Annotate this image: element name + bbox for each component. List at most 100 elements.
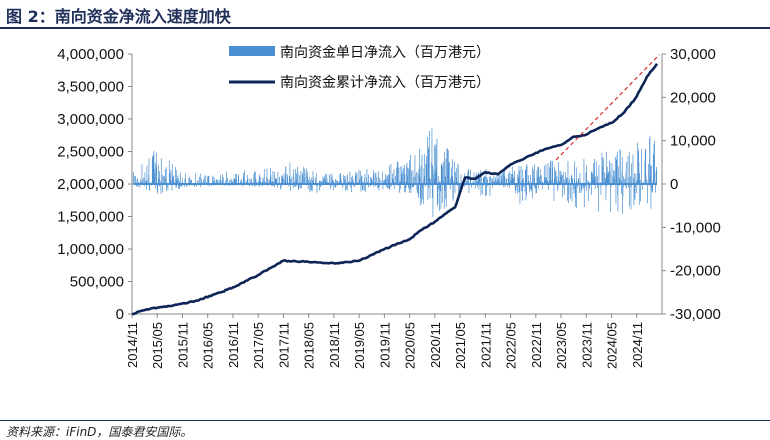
daily-bar <box>397 161 399 184</box>
left-tick-label: 2,000,000 <box>57 176 124 193</box>
daily-bar <box>373 184 375 188</box>
daily-bar <box>591 170 593 184</box>
daily-bar <box>583 159 585 184</box>
daily-bar <box>387 178 389 184</box>
daily-bar <box>267 178 269 184</box>
daily-bar <box>414 155 416 184</box>
daily-bar <box>385 177 387 184</box>
daily-bar <box>176 178 178 184</box>
daily-bar <box>191 179 192 184</box>
daily-bar <box>625 161 627 184</box>
daily-bar <box>447 148 448 184</box>
daily-bar <box>311 184 313 192</box>
daily-bar <box>478 174 480 184</box>
daily-bar <box>195 173 196 184</box>
daily-bar <box>637 147 639 184</box>
daily-bar <box>298 184 300 189</box>
daily-bar <box>508 171 510 184</box>
daily-bar <box>542 184 543 189</box>
daily-bar <box>450 178 451 184</box>
left-tick-label: 3,500,000 <box>57 79 124 96</box>
daily-bar <box>146 180 148 184</box>
daily-bar <box>287 177 288 184</box>
daily-bar <box>236 173 237 184</box>
daily-bar <box>646 179 648 184</box>
daily-bar <box>502 168 504 184</box>
left-tick-label: 2,500,000 <box>57 144 124 161</box>
daily-bar <box>539 169 541 184</box>
daily-bar <box>249 178 251 184</box>
left-tick-label: 500,000 <box>70 274 124 291</box>
left-tick-label: 0 <box>116 306 124 323</box>
daily-bar <box>156 167 157 184</box>
daily-bar <box>313 180 314 184</box>
daily-bar <box>444 151 445 184</box>
daily-bar <box>185 173 186 184</box>
daily-bar <box>167 184 169 191</box>
daily-bar <box>359 171 361 184</box>
daily-bar <box>465 178 467 184</box>
daily-bar <box>638 162 640 184</box>
daily-bar <box>495 181 497 184</box>
daily-bar <box>406 175 408 184</box>
daily-bar <box>412 170 414 184</box>
daily-bar <box>423 154 425 184</box>
daily-bar <box>532 170 534 184</box>
daily-bar <box>497 179 499 184</box>
daily-bar <box>251 178 252 184</box>
daily-bar <box>627 156 629 184</box>
daily-bar <box>442 166 443 184</box>
daily-bar <box>445 158 447 184</box>
legend: 南向资金单日净流入（百万港元） 南向资金累计净流入（百万港元） <box>229 45 490 91</box>
daily-bar <box>595 176 596 184</box>
daily-bar <box>239 180 241 184</box>
daily-bar <box>487 179 488 184</box>
daily-bar <box>408 184 409 189</box>
daily-bar <box>444 184 446 191</box>
daily-bar <box>564 179 565 184</box>
daily-bar <box>288 184 290 187</box>
daily-bar <box>585 184 587 191</box>
daily-bar <box>574 161 575 184</box>
daily-bar <box>270 174 272 184</box>
daily-bar <box>622 184 623 214</box>
daily-bar <box>141 164 143 184</box>
daily-bar <box>612 176 614 184</box>
daily-bar <box>320 184 321 188</box>
right-tick-label: 20,000 <box>670 89 716 106</box>
daily-bar <box>649 135 651 184</box>
daily-bar <box>226 171 227 184</box>
daily-bar <box>605 184 607 201</box>
daily-bar <box>559 170 561 184</box>
daily-bar <box>622 184 624 197</box>
daily-bar <box>413 184 414 188</box>
daily-bar <box>146 165 148 184</box>
daily-bar <box>157 184 158 194</box>
daily-bar <box>534 164 535 184</box>
daily-bar <box>591 184 592 195</box>
daily-bar <box>579 173 581 184</box>
daily-bar <box>572 177 573 184</box>
daily-bar <box>650 165 651 184</box>
daily-bar <box>310 177 312 184</box>
daily-bar <box>235 178 237 184</box>
daily-bar <box>611 163 613 184</box>
daily-bar <box>161 174 163 184</box>
daily-bar <box>578 184 580 193</box>
daily-bar <box>319 180 321 184</box>
daily-bar <box>227 177 228 184</box>
daily-bar <box>592 173 593 184</box>
daily-bar <box>510 173 512 184</box>
daily-bar <box>647 184 648 204</box>
daily-bar <box>307 176 308 184</box>
daily-bar <box>365 184 366 192</box>
daily-bar <box>403 164 405 184</box>
daily-bar <box>309 184 311 187</box>
daily-bar <box>408 168 410 184</box>
x-tick-label: 2024/11 <box>630 322 645 368</box>
daily-bar <box>349 184 351 188</box>
daily-bar <box>470 169 471 184</box>
daily-bar <box>433 144 435 184</box>
daily-bar <box>406 162 408 184</box>
daily-bar <box>492 184 493 188</box>
